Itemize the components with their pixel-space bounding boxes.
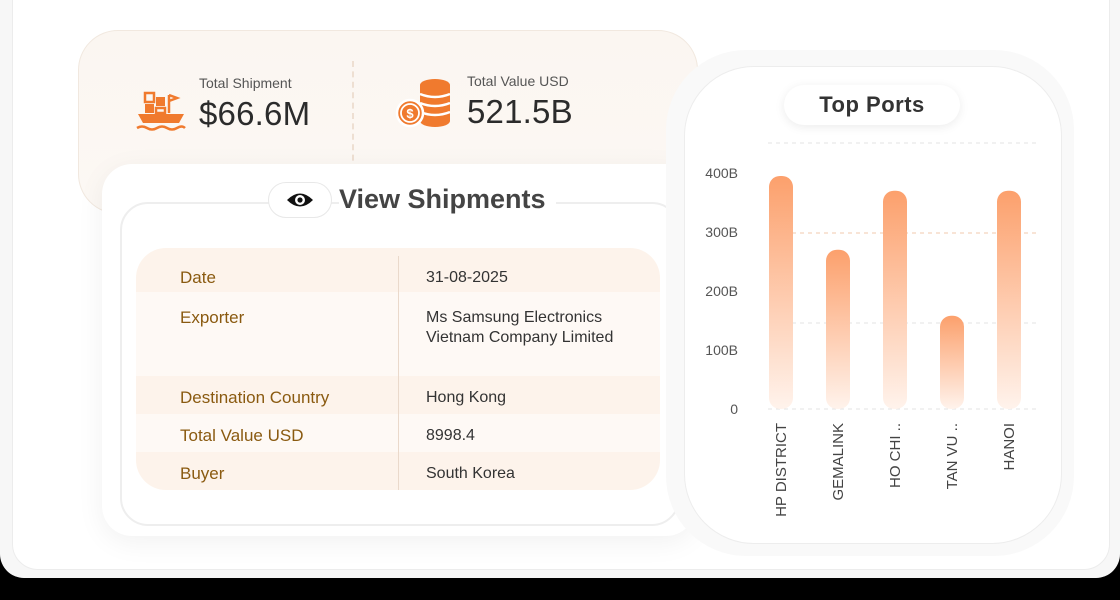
view-shipments-button[interactable] [268, 182, 332, 218]
x-tick-label: HANOI [1001, 423, 1018, 471]
row-label: Exporter [180, 308, 245, 327]
y-tick-label: 200B [705, 283, 738, 299]
y-tick-label: 0 [730, 401, 738, 417]
y-tick-label: 100B [705, 342, 738, 358]
stat-value: 521.5B [467, 93, 573, 130]
row-label: Buyer [180, 464, 225, 483]
cargo-ship-icon [136, 91, 186, 131]
x-tick-label: GEMALINK [830, 423, 847, 501]
row-value: 8998.4 [426, 427, 475, 444]
bar[interactable] [940, 315, 964, 409]
x-tick-label: HO CHI .. [887, 423, 904, 488]
page-canvas: Total Shipment $66.6M $ Total Value USD … [0, 0, 1120, 578]
top-ports-chart: 0 100B 200B 300B 400B HP DISTRICT GEMALINK HO C… [705, 142, 1038, 517]
column-divider [398, 256, 399, 490]
row-value: Ms Samsung Electronics Vietnam Company L… [426, 309, 614, 346]
row-label: Destination Country [180, 388, 330, 407]
bar[interactable] [769, 175, 793, 409]
stat-value: $66.6M [199, 95, 311, 132]
stats-divider [352, 61, 354, 171]
eye-icon [287, 193, 313, 207]
view-shipments-card: View Shipments Date 31-08-2025 Exporter … [102, 164, 696, 536]
stats-card: Total Shipment $66.6M $ Total Value USD … [78, 30, 698, 214]
table-row: Buyer South Korea [136, 452, 660, 490]
table-row: Date 31-08-2025 [136, 248, 660, 292]
view-shipments-title: View Shipments [339, 184, 556, 215]
x-tick-label: TAN VU .. [944, 423, 961, 489]
top-ports-title: Top Ports [784, 85, 960, 125]
bar[interactable] [997, 190, 1021, 409]
row-value: Hong Kong [426, 389, 507, 406]
shipment-details-table: Date 31-08-2025 Exporter Ms Samsung Elec… [136, 248, 660, 490]
row-label: Date [180, 268, 216, 287]
x-tick-label: HP DISTRICT [773, 423, 790, 517]
row-value: South Korea [426, 465, 515, 482]
coin-stack-icon: $ [395, 79, 451, 128]
row-label: Total Value USD [180, 426, 304, 445]
row-value: 31-08-2025 [426, 269, 508, 286]
y-tick-label: 400B [705, 165, 738, 181]
bar[interactable] [826, 249, 850, 409]
y-tick-label: 300B [705, 224, 738, 240]
stat-label: Total Value USD [467, 73, 569, 89]
stat-label: Total Shipment [199, 75, 292, 91]
svg-text:$: $ [406, 106, 414, 121]
table-row: Exporter Ms Samsung Electronics Vietnam … [136, 292, 660, 376]
table-row: Destination Country Hong Kong [136, 376, 660, 414]
bar[interactable] [883, 190, 907, 409]
